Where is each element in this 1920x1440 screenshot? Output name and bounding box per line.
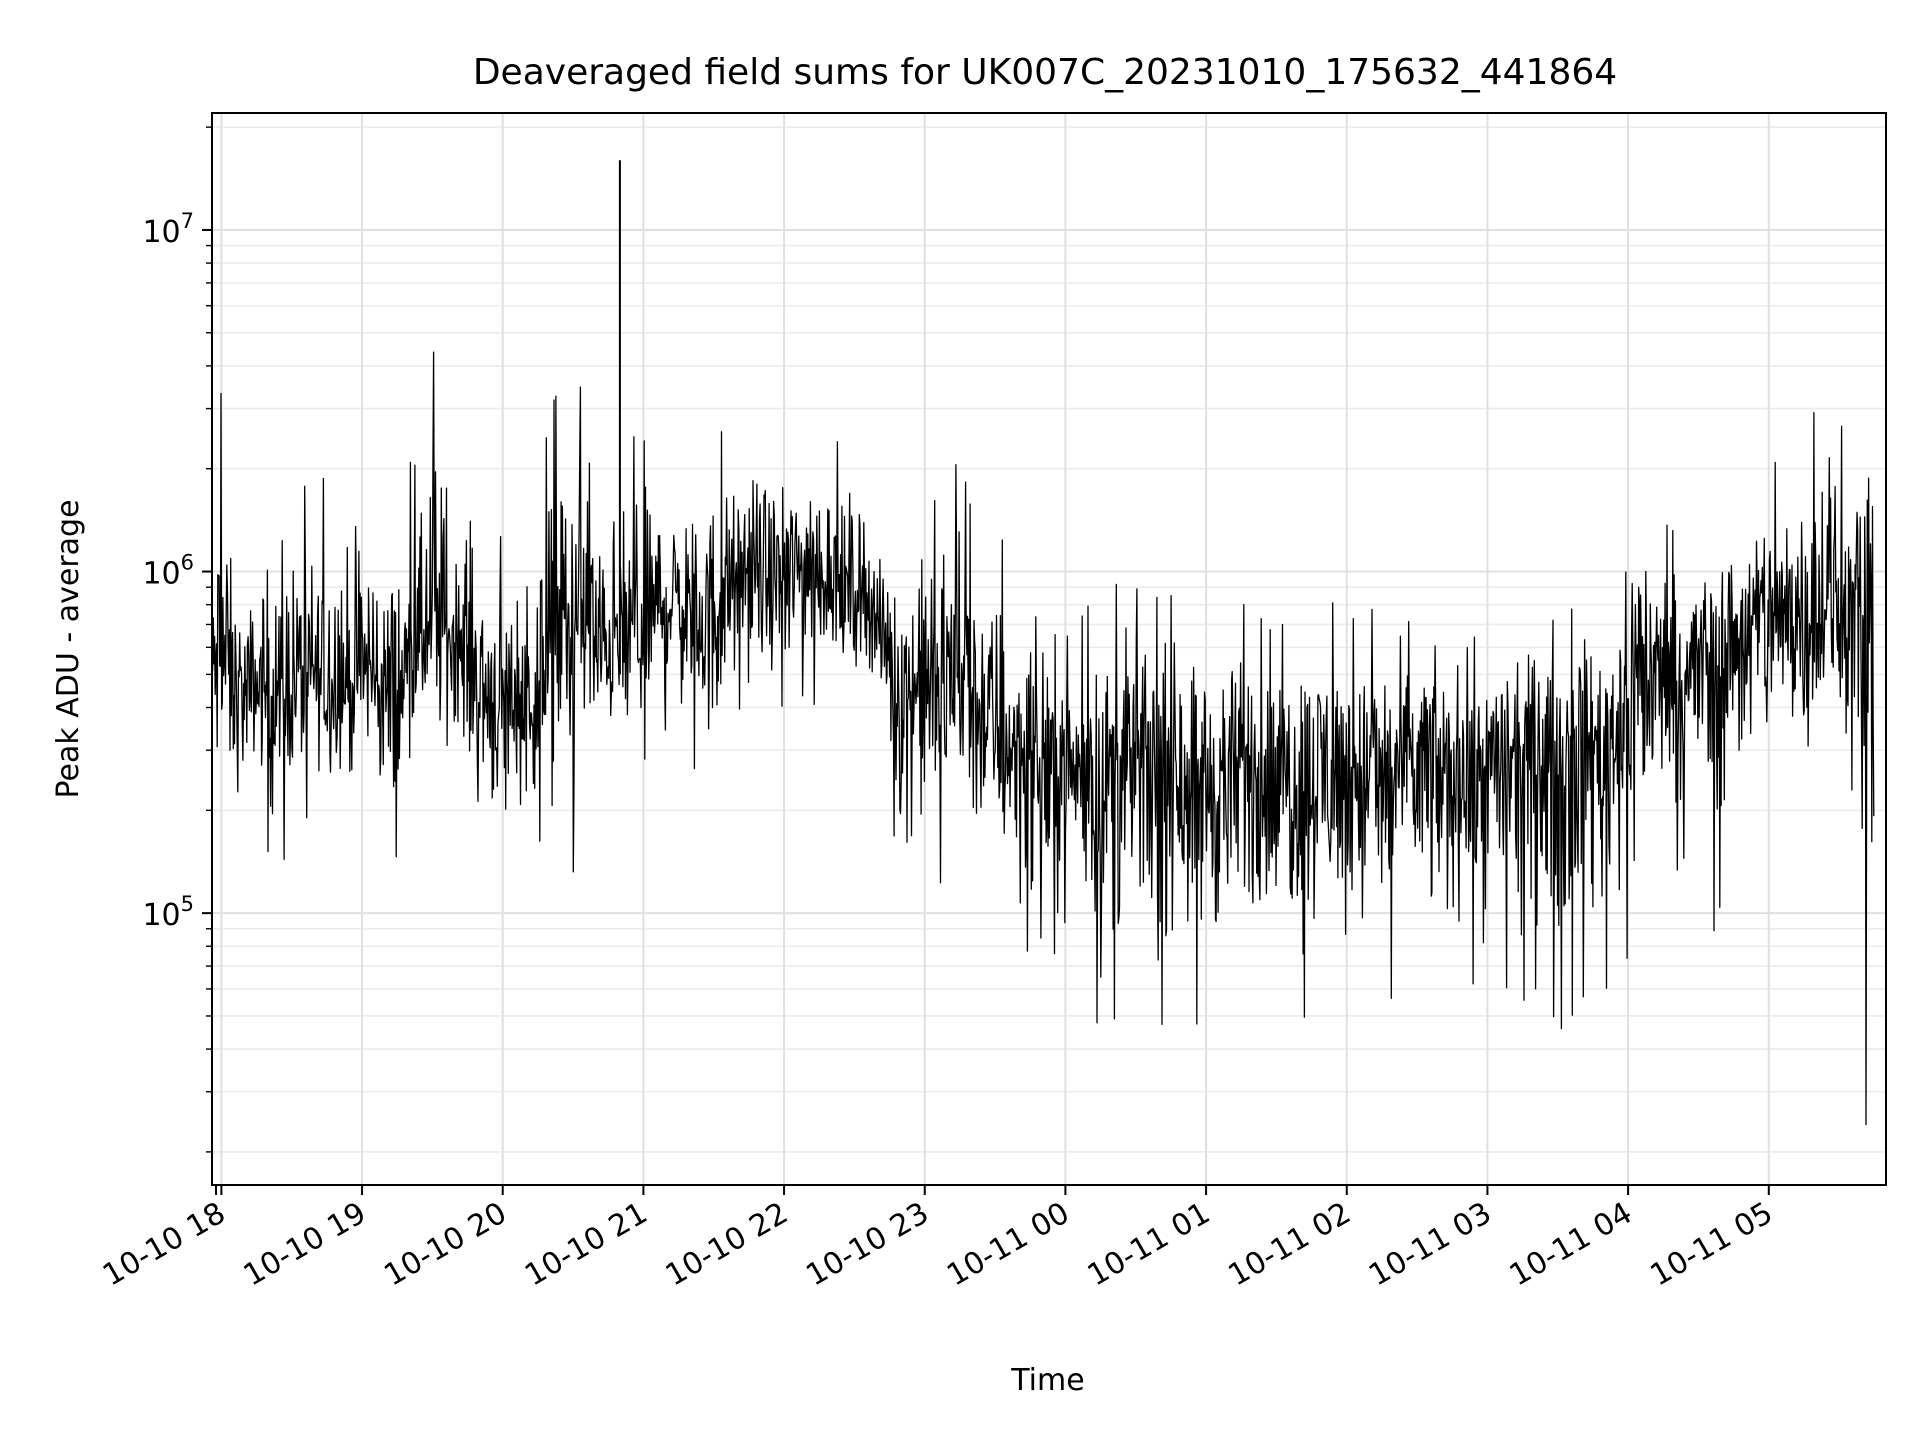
plot-area — [211, 160, 1875, 1126]
x-axis-label: Time — [1010, 1363, 1084, 1398]
y-tick-label: 105 — [142, 892, 194, 933]
y-tick-label: 107 — [142, 209, 194, 250]
y-tick-label: 106 — [142, 551, 194, 592]
y-axis: 105 106 107 — [142, 126, 212, 1153]
axes-frame — [211, 112, 1887, 1186]
y-axis-label: Peak ADU - average — [51, 499, 86, 798]
chart-title: Deaveraged field sums for UK007C_2023101… — [473, 52, 1617, 93]
series-line — [211, 351, 1875, 1126]
